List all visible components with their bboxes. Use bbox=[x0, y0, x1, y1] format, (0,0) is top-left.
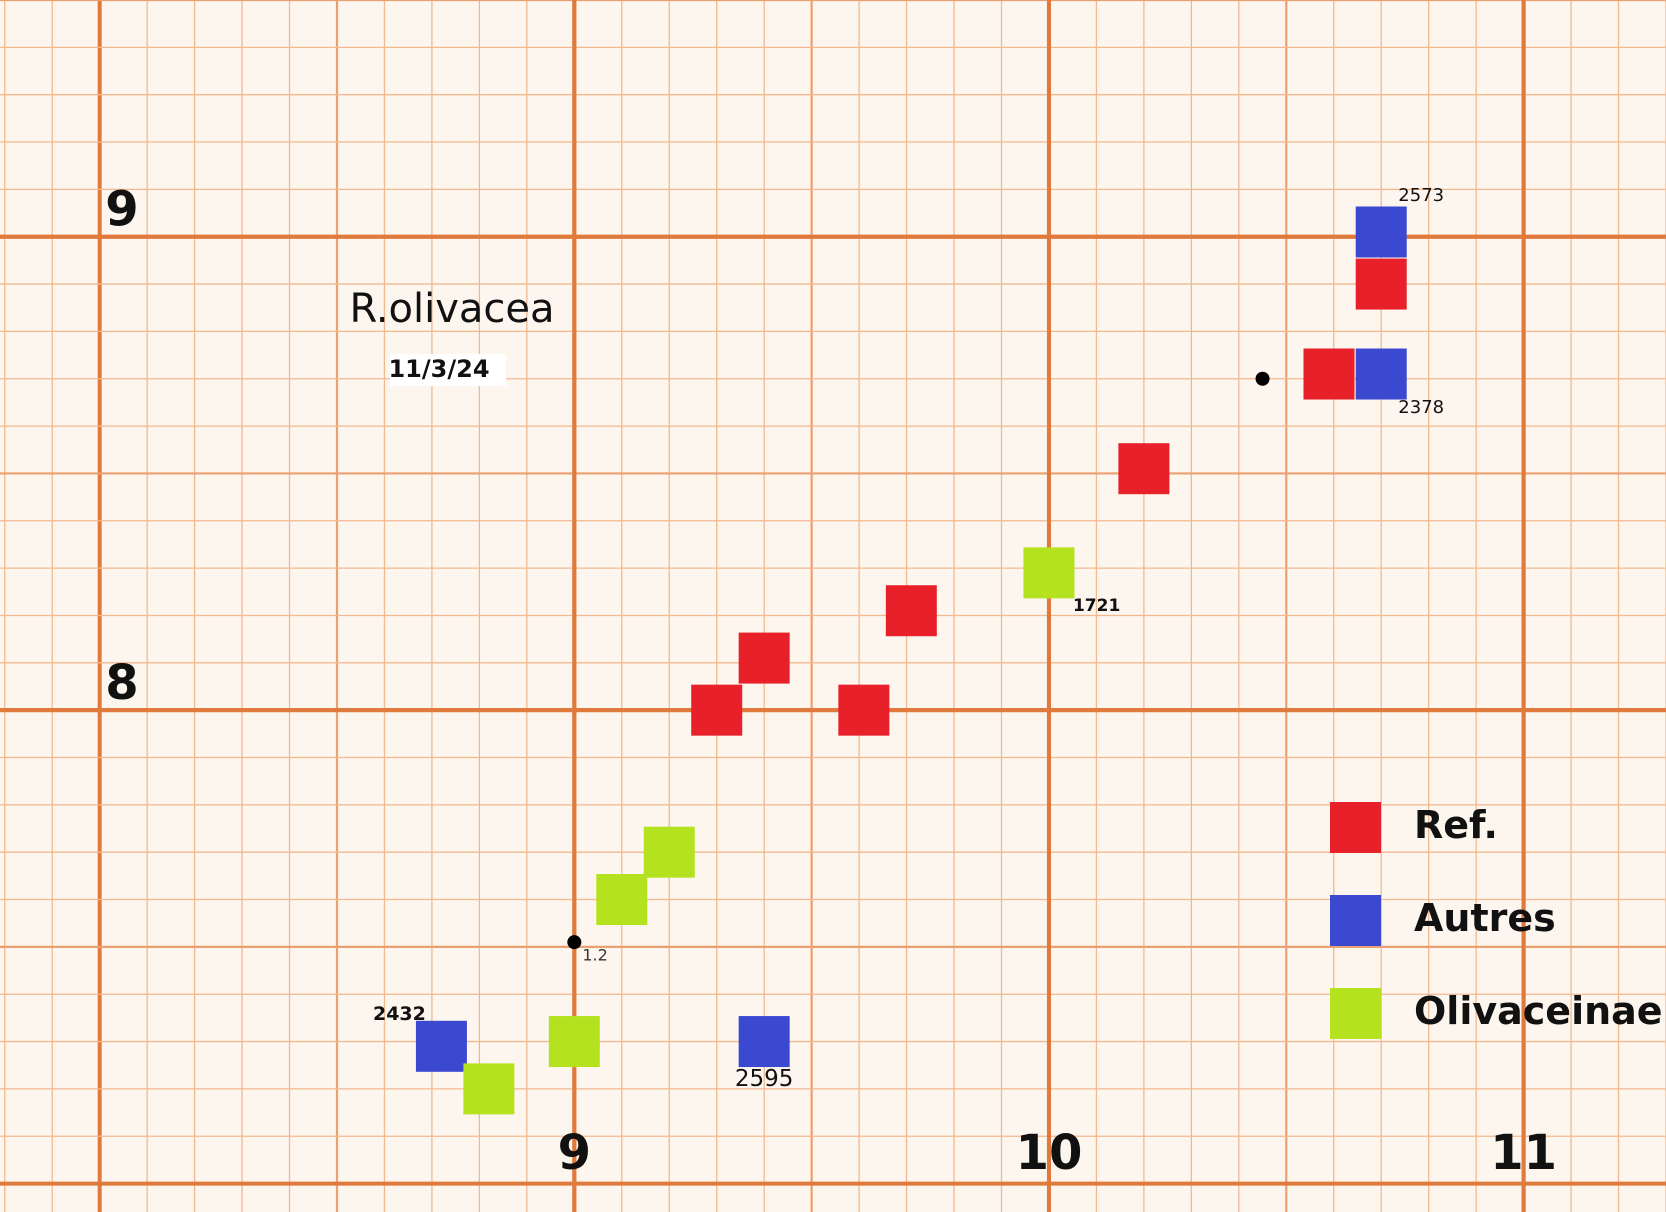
legend-swatch bbox=[1330, 988, 1381, 1039]
data-point bbox=[691, 684, 743, 736]
data-point bbox=[1355, 206, 1407, 258]
data-point bbox=[1355, 258, 1407, 310]
point-label: 1721 bbox=[1073, 596, 1120, 616]
x-tick-label: 11 bbox=[1490, 1125, 1557, 1181]
data-point bbox=[463, 1063, 515, 1115]
x-tick-label: 10 bbox=[1016, 1125, 1083, 1181]
subtitle-background bbox=[390, 354, 506, 386]
legend-label: Autres bbox=[1414, 896, 1556, 940]
legend-label: Ref. bbox=[1414, 803, 1498, 847]
data-point bbox=[738, 632, 790, 684]
data-point bbox=[643, 826, 695, 878]
chart-subtitle: 11/3/24 bbox=[388, 355, 489, 383]
x-tick-label: 9 bbox=[558, 1125, 591, 1181]
data-point bbox=[1303, 348, 1355, 400]
data-point bbox=[1023, 547, 1075, 599]
point-label: 2432 bbox=[373, 1003, 426, 1025]
legend-swatch bbox=[1330, 802, 1381, 853]
data-point bbox=[885, 585, 937, 637]
data-point bbox=[838, 684, 890, 736]
chart-title: R.olivacea bbox=[349, 286, 554, 332]
point-label: 1.2 bbox=[582, 946, 607, 965]
legend-label: Olivaceinae bbox=[1414, 989, 1663, 1033]
point-label: 2378 bbox=[1398, 397, 1444, 418]
data-point bbox=[1118, 443, 1170, 495]
point-label: 2595 bbox=[735, 1066, 794, 1092]
marker-dot bbox=[567, 935, 582, 950]
legend: Ref. Autres Olivaceinae bbox=[1330, 802, 1663, 1039]
marker-dot bbox=[1255, 371, 1270, 386]
data-point bbox=[738, 1016, 790, 1068]
data-point bbox=[415, 1020, 467, 1072]
y-tick-label: 9 bbox=[105, 182, 138, 238]
data-point bbox=[548, 1016, 600, 1068]
marks: 2573 2378 2432 2595 1721 1.2 bbox=[373, 185, 1444, 1115]
legend-swatch bbox=[1330, 895, 1381, 946]
data-point bbox=[596, 874, 648, 926]
y-tick-label: 8 bbox=[105, 655, 138, 711]
data-point bbox=[1355, 348, 1407, 400]
point-label: 2573 bbox=[1398, 185, 1444, 206]
